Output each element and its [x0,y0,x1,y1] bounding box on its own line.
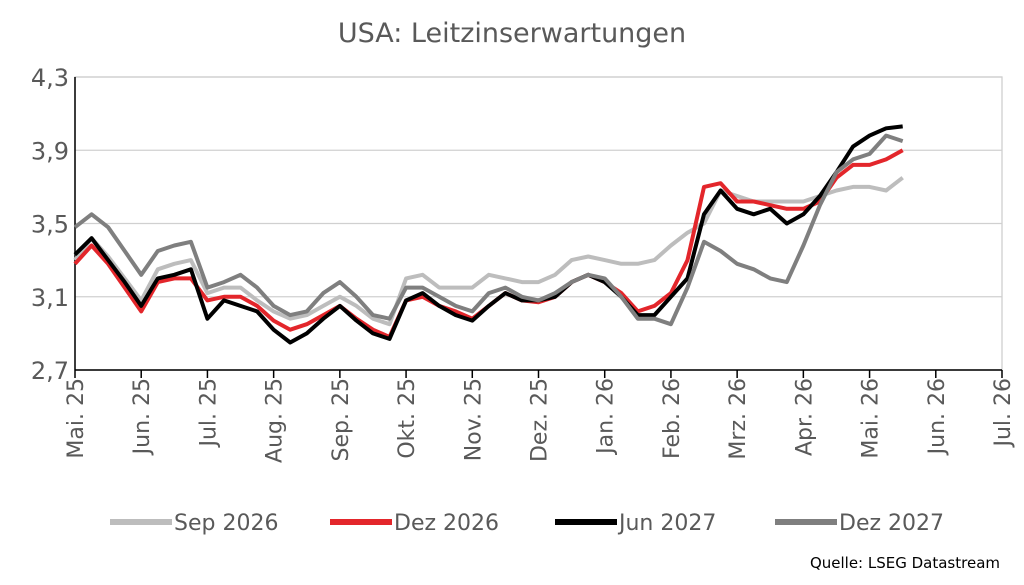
x-tick-label: Dez. 25 [528,378,553,462]
x-tick-label: Mrz. 26 [726,378,751,460]
x-tick-label: Mai. 26 [859,378,884,459]
x-tick-label: Jul. 26 [991,378,1016,449]
data-line [73,176,904,327]
y-tick-label: 3,5 [31,211,69,239]
data-line [73,148,904,339]
chart-title: USA: Leitzinserwartungen [338,18,686,49]
legend-label: Sep 2026 [174,511,278,536]
x-tick-label: Nov. 25 [461,378,486,461]
x-tick-label: Okt. 25 [395,378,420,459]
x-tick-label: Apr. 26 [792,378,817,456]
x-tick-label: Mai. 25 [64,378,89,459]
legend-label: Dez 2026 [394,511,499,536]
y-tick-label: 3,9 [31,137,69,165]
data-line [73,124,903,345]
x-tick-label: Jul. 25 [196,378,221,449]
x-tick-label: Jan. 26 [594,378,619,456]
legend-label: Jun 2027 [617,511,716,536]
x-tick-label: Jun. 26 [925,378,950,456]
source-note: Quelle: LSEG Datastream [810,554,1000,572]
x-tick-label: Feb. 26 [660,378,685,459]
x-tick-label: Sep. 25 [329,378,354,461]
data-line [73,133,904,327]
y-tick-label: 2,7 [31,357,69,385]
y-tick-label: 3,1 [31,284,69,312]
x-tick-label: Aug. 25 [263,378,288,463]
x-tick-label: Jun. 25 [130,378,155,456]
legend-label: Dez 2027 [839,511,944,536]
y-tick-label: 4,3 [31,64,69,92]
